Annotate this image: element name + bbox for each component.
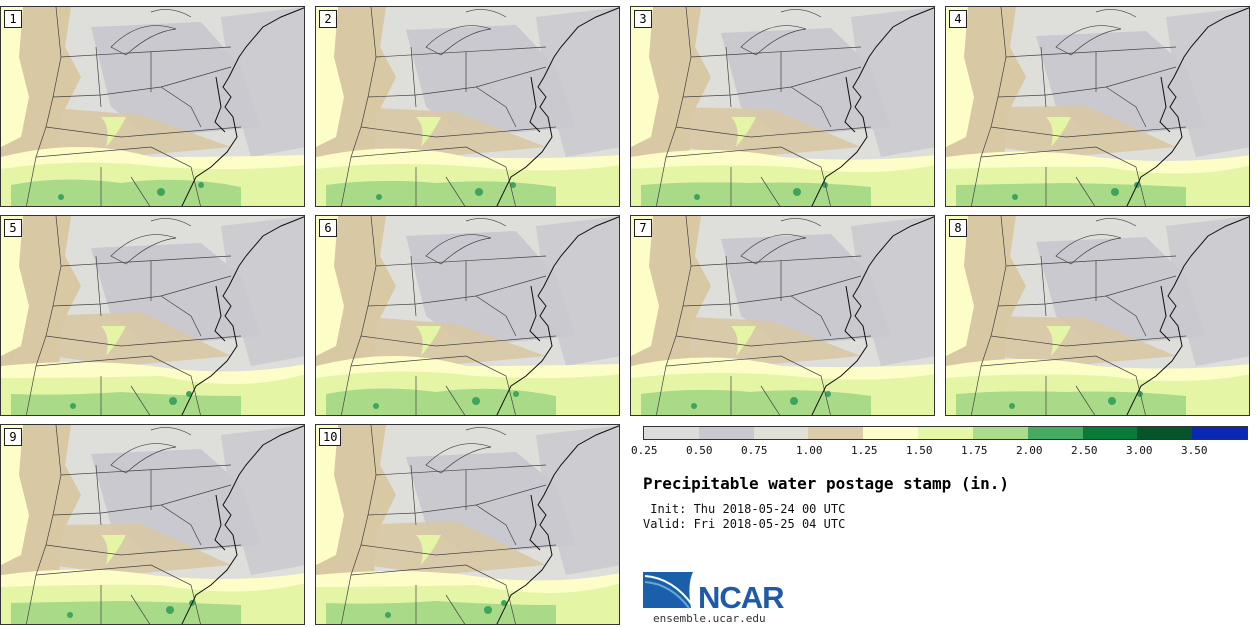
precip-water-map (946, 7, 1249, 206)
precip-water-map (316, 216, 619, 415)
colorbar-tick-label: 2.50 (1071, 444, 1098, 457)
plot-title: Precipitable water postage stamp (in.) (643, 474, 1010, 493)
precip-water-map (1, 216, 304, 415)
member-number-label: 3 (634, 10, 652, 28)
colorbar-segment (918, 427, 973, 439)
colorbar-tick-labels: 0.25 0.50 0.75 1.00 1.25 1.50 1.75 2.00 2.50 3.00… (630, 444, 1260, 460)
member-number-label: 9 (4, 428, 22, 446)
colorbar-tick-label: 2.00 (1016, 444, 1043, 457)
colorbar-segment (1027, 427, 1083, 439)
postage-stamp-9: 9 (0, 424, 305, 625)
colorbar-tick-label: 1.75 (961, 444, 988, 457)
postage-stamp-4: 4 (945, 6, 1250, 207)
colorbar-segment (1082, 427, 1138, 439)
member-number-label: 6 (319, 219, 337, 237)
postage-stamp-10: 10 (315, 424, 620, 625)
colorbar-tick-label: 0.50 (686, 444, 713, 457)
precip-water-map (631, 7, 934, 206)
colorbar-tick-label: 1.25 (851, 444, 878, 457)
colorbar-segment (808, 427, 864, 439)
member-number-label: 10 (319, 428, 342, 446)
colorbar-tick-label: 3.00 (1126, 444, 1153, 457)
ncar-wordmark: NCAR (698, 580, 785, 615)
colorbar-segment (863, 427, 919, 439)
colorbar-segment (972, 427, 1028, 439)
valid-time: Valid: Fri 2018-05-25 04 UTC (643, 517, 846, 531)
postage-stamp-2: 2 (315, 6, 620, 207)
postage-stamp-8: 8 (945, 215, 1250, 416)
postage-stamp-5: 5 (0, 215, 305, 416)
ncar-logo-icon (643, 572, 694, 609)
colorbar-segment (1137, 427, 1193, 439)
postage-stamp-3: 3 (630, 6, 935, 207)
precip-water-map (946, 216, 1249, 415)
member-number-label: 2 (319, 10, 337, 28)
colorbar-segment (1192, 427, 1247, 439)
colorbar-segment (753, 427, 809, 439)
colorbar-tick-label: 0.75 (741, 444, 768, 457)
postage-stamp-7: 7 (630, 215, 935, 416)
colorbar-segment (698, 427, 754, 439)
colorbar-tick-label: 1.50 (906, 444, 933, 457)
colorbar-segment (644, 427, 699, 439)
member-number-label: 4 (949, 10, 967, 28)
precip-water-map (316, 425, 619, 624)
colorbar-tick-label: 0.25 (631, 444, 658, 457)
member-number-label: 5 (4, 219, 22, 237)
member-number-label: 7 (634, 219, 652, 237)
init-time: Init: Thu 2018-05-24 00 UTC (643, 502, 846, 516)
postage-stamp-1: 1 (0, 6, 305, 207)
precip-water-map (631, 216, 934, 415)
ensemble-url: ensemble.ucar.edu (653, 612, 766, 625)
precip-water-map (316, 7, 619, 206)
member-number-label: 1 (4, 10, 22, 28)
member-number-label: 8 (949, 219, 967, 237)
precip-water-map (1, 425, 304, 624)
colorbar-tick-label: 1.00 (796, 444, 823, 457)
postage-stamp-6: 6 (315, 215, 620, 416)
colorbar-tick-label: 3.50 (1181, 444, 1208, 457)
precipitable-water-colorbar (643, 426, 1248, 440)
precip-water-map (1, 7, 304, 206)
